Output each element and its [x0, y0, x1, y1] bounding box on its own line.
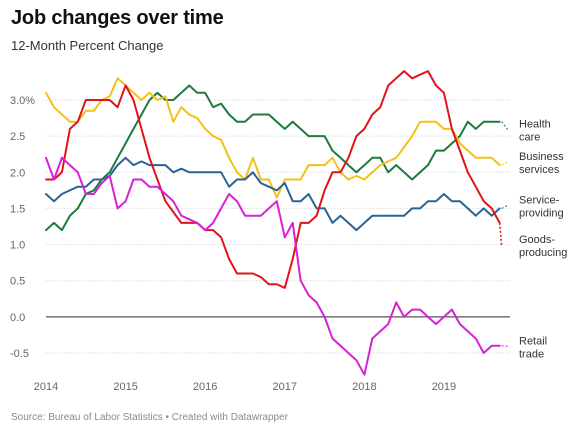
y-tick-label: 0.0: [10, 312, 25, 324]
y-axis-labels: 3.0% 2.5 2.0 1.5 1.0 0.5 0.0 -0.5: [10, 95, 35, 360]
y-tick-label: 1.5: [10, 203, 25, 215]
series-label: Health care: [519, 119, 551, 144]
series-line: [45, 84, 501, 232]
series-label: Retail trade: [519, 335, 547, 360]
x-tick-label: 2015: [113, 381, 137, 393]
y-tick-label: 2.0: [10, 167, 25, 179]
series-label-connector: [501, 161, 508, 166]
chart-title: Job changes over time: [11, 7, 224, 29]
x-tick-label: 2016: [193, 381, 217, 393]
x-axis-labels: 2014 2015 2016 2017 2018 2019: [34, 381, 456, 393]
x-tick-label: 2014: [34, 381, 58, 393]
y-tick-label: 3.0%: [10, 95, 35, 107]
source-note: Source: Bureau of Labor Statistics • Cre…: [11, 412, 288, 423]
chart-subtitle: 12-Month Percent Change: [11, 38, 164, 53]
series-label-connector: [501, 345, 508, 347]
series-label-connector: [498, 222, 503, 247]
series-label: Service-providing: [519, 194, 564, 219]
series-line: [45, 156, 501, 376]
x-tick-label: 2019: [432, 381, 456, 393]
y-tick-label: -0.5: [10, 348, 29, 360]
y-tick-label: 0.5: [10, 276, 25, 288]
x-tick-label: 2018: [352, 381, 376, 393]
series-labels: Health care Business services Service-provid…: [519, 119, 567, 361]
series-line: [45, 77, 501, 199]
gridlines: [46, 99, 510, 354]
series-line: [45, 156, 501, 232]
series-line: [45, 70, 501, 289]
series-label-connector: [501, 121, 509, 130]
series-label-connector: [501, 204, 508, 209]
series-lines: [45, 70, 509, 376]
y-tick-label: 1.0: [10, 240, 25, 252]
y-tick-label: 2.5: [10, 131, 25, 143]
series-label: Goods-producing: [519, 234, 567, 259]
series-label: Business services: [519, 151, 564, 176]
x-tick-label: 2017: [273, 381, 297, 393]
